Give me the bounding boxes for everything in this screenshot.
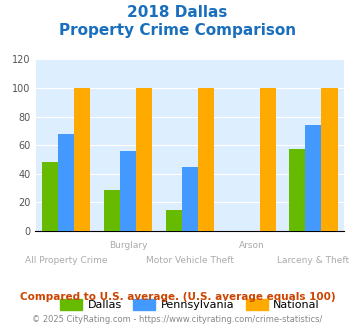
Bar [75, 88, 91, 231]
Text: Larceny & Theft: Larceny & Theft [277, 256, 350, 265]
Text: © 2025 CityRating.com - https://www.cityrating.com/crime-statistics/: © 2025 CityRating.com - https://www.city… [32, 315, 323, 324]
Bar [182, 167, 198, 231]
Bar [322, 88, 338, 231]
Text: All Property Crime: All Property Crime [25, 256, 108, 265]
Bar [260, 88, 276, 231]
Text: Compared to U.S. average. (U.S. average equals 100): Compared to U.S. average. (U.S. average … [20, 292, 335, 302]
Bar [305, 125, 322, 231]
Text: Burglary: Burglary [109, 241, 147, 250]
Text: Motor Vehicle Theft: Motor Vehicle Theft [146, 256, 234, 265]
Bar [58, 134, 75, 231]
Bar [198, 88, 214, 231]
Bar [42, 162, 58, 231]
Bar [166, 210, 182, 231]
Bar [289, 149, 305, 231]
Legend: Dallas, Pennsylvania, National: Dallas, Pennsylvania, National [55, 294, 324, 315]
Text: Property Crime Comparison: Property Crime Comparison [59, 23, 296, 38]
Text: 2018 Dallas: 2018 Dallas [127, 5, 228, 20]
Text: Arson: Arson [239, 241, 264, 250]
Bar [104, 189, 120, 231]
Bar [120, 151, 136, 231]
Bar [136, 88, 152, 231]
